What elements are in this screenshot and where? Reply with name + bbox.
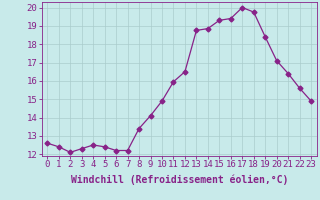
X-axis label: Windchill (Refroidissement éolien,°C): Windchill (Refroidissement éolien,°C) xyxy=(70,175,288,185)
